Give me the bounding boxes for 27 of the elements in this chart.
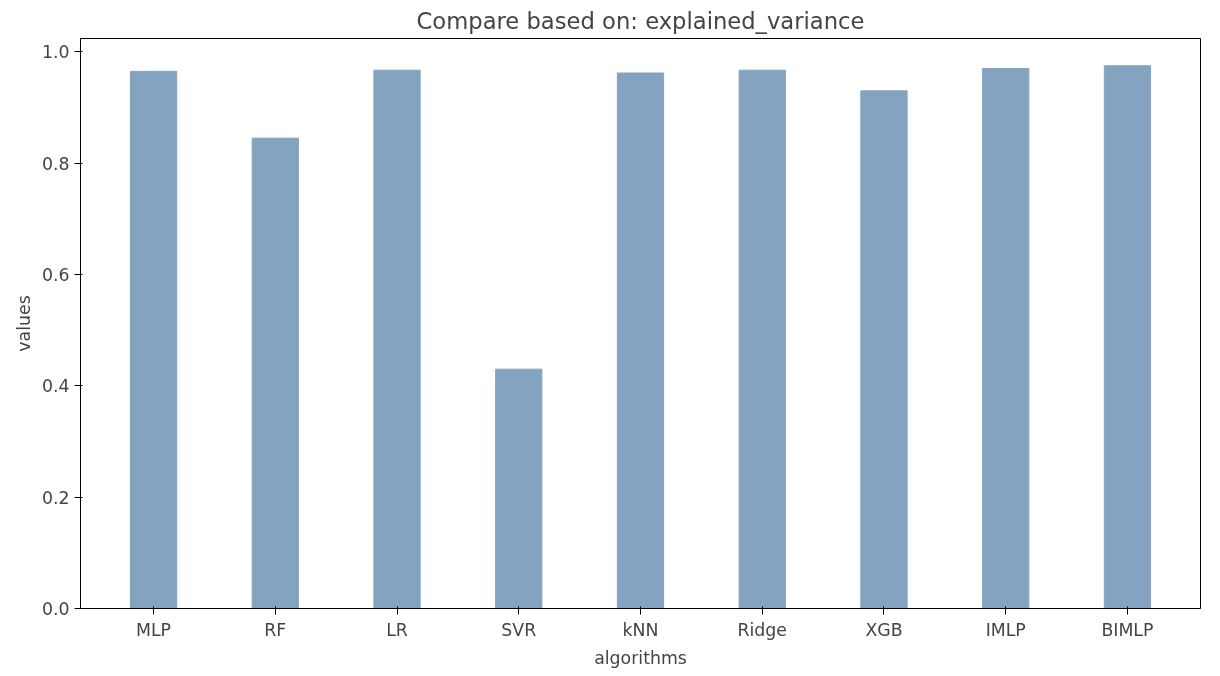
y-tick-label: 0.2 [41,487,70,508]
bar [1103,65,1152,609]
y-tick-label: 0.6 [41,265,70,286]
x-tick-label: XGB [865,619,903,640]
bar [251,137,299,609]
y-tick-label: 0.0 [41,599,70,619]
y-tick-label: 0.4 [41,376,70,397]
y-axis-title: values [13,295,34,352]
bar [982,68,1030,609]
x-tick-label: BIMLP [1101,619,1154,640]
x-tick-label: LR [386,619,408,640]
bar [495,368,543,609]
bar [129,70,178,609]
bar [373,69,421,609]
bar [738,69,786,609]
x-tick-label: RF [264,619,287,640]
y-tick-label: 1.0 [41,42,70,63]
x-tick-label: Ridge [737,619,787,640]
bar [860,90,908,609]
x-tick-label: kNN [622,619,659,640]
chart-title: Compare based on: explained_variance [416,7,865,34]
bar [616,72,665,609]
x-axis-title: algorithms [594,647,687,668]
x-tick-label: IMLP [985,619,1026,640]
x-tick-label: MLP [136,619,172,640]
y-tick-label: 0.8 [41,153,70,174]
x-tick-label: SVR [501,619,537,640]
